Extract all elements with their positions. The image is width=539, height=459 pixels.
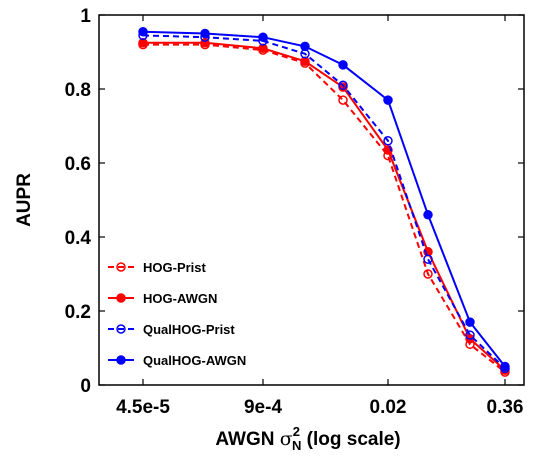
y-tick-label: 0.2: [65, 302, 91, 323]
axes-frame: [98, 14, 525, 386]
data-point: [383, 136, 393, 146]
legend-item: HOG-Prist: [108, 260, 207, 275]
series-line: [143, 43, 506, 373]
series-line: [142, 34, 506, 370]
legend-item: QualHOG-Prist: [108, 322, 235, 337]
x-axis-label-suffix: (log scale): [301, 429, 400, 450]
x-tick-label: 9e-4: [244, 397, 282, 418]
axes-layer: 0 0.2 0.4 0.6 0.8 1 4.5e-5 9e-4 0.02 0.36: [65, 6, 525, 418]
data-point: [200, 28, 210, 39]
legend-marker: [116, 324, 126, 334]
data-point: [258, 32, 268, 42]
data-point: [500, 361, 510, 372]
legend-label: QualHOG-Prist: [143, 322, 235, 337]
data-point: [300, 41, 310, 52]
y-tick-label: 0.4: [65, 228, 92, 249]
data-point: [138, 26, 148, 37]
legend-item: QualHOG-AWGN: [108, 353, 246, 368]
legend-label: HOG-Prist: [143, 260, 207, 275]
legend-marker: [116, 293, 126, 303]
y-tick-label: 0: [80, 376, 91, 397]
legend-marker: [116, 355, 126, 365]
data-point: [338, 80, 348, 91]
data-point: [465, 317, 475, 327]
data-point: [423, 210, 433, 220]
y-tick-label: 0.8: [65, 80, 91, 101]
data-point: [338, 95, 348, 105]
series-qualhog-awgn: [138, 26, 510, 372]
data-point: [423, 254, 433, 264]
plot-background: [99, 15, 524, 385]
x-axis-label: AWGN σ2 N (log scale): [215, 424, 400, 453]
plot-area: [99, 15, 524, 385]
legend-label: HOG-AWGN: [143, 291, 217, 306]
data-point: [423, 269, 433, 279]
legend-marker: [116, 262, 126, 272]
data-point: [338, 60, 348, 70]
x-tick-label: 0.36: [487, 397, 524, 418]
legend: HOG-Prist HOG-AWGN QualHOG-Prist QualHOG-AW…: [108, 260, 246, 368]
y-tick-label: 1: [80, 6, 91, 27]
x-tick-label: 0.02: [370, 397, 407, 418]
y-tick-label: 0.6: [65, 154, 91, 175]
x-axis-label-sup: 2: [293, 424, 300, 439]
legend-item: HOG-AWGN: [108, 291, 217, 306]
data-point: [465, 330, 475, 340]
series-layer: [138, 26, 510, 377]
x-axis-label-symbol: σ: [280, 428, 293, 450]
x-axis-label-sub: N: [292, 438, 301, 453]
y-axis-label: AUPR: [14, 173, 35, 227]
legend-label: QualHOG-AWGN: [143, 353, 246, 368]
data-point: [383, 95, 393, 105]
x-axis-label-prefix: AWGN: [215, 429, 279, 450]
x-tick-label: 4.5e-5: [116, 397, 170, 418]
